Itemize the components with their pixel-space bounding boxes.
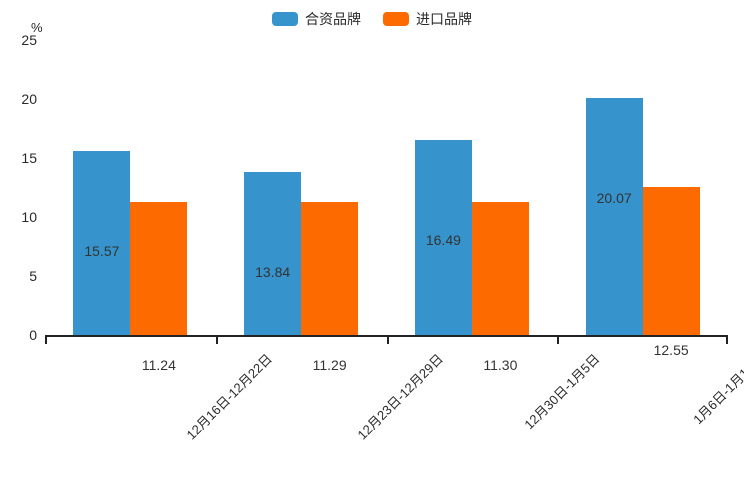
x-axis-category-label-1: 12月23日-12月29日	[354, 351, 447, 443]
y-axis-tick-label-2: 10	[21, 209, 37, 225]
bar-value-label-2-1: 11.30	[483, 356, 518, 373]
legend-label-0: 合资品牌	[305, 11, 361, 27]
bar-value-label-3-1: 12.55	[653, 341, 689, 358]
x-axis-category-label-2: 12月30日-1月5日	[521, 351, 603, 433]
bar-value-label-1-0: 13.84	[255, 263, 291, 280]
y-axis-tick-label-4: 20	[21, 91, 37, 107]
bar-0-0[interactable]	[73, 151, 131, 335]
bar-value-label-0-0: 15.57	[84, 243, 120, 260]
x-axis-tick-3	[557, 335, 560, 344]
legend-label-1: 进口品牌	[416, 11, 472, 27]
bar-3-1[interactable]	[642, 186, 700, 335]
y-axis-tick-label-3: 15	[21, 150, 37, 166]
bar-value-label-0-1: 11.24	[141, 357, 176, 374]
legend-item-1[interactable]: 进口品牌	[383, 12, 472, 26]
bar-3-0[interactable]	[585, 98, 643, 335]
bar-1-1[interactable]	[301, 201, 359, 335]
bar-0-1[interactable]	[130, 202, 188, 335]
x-axis-tick-0	[45, 335, 47, 344]
x-axis-tick-1	[215, 335, 218, 344]
bar-value-label-2-0: 16.49	[425, 232, 461, 249]
y-axis-tick-label-1: 5	[29, 268, 37, 284]
y-axis-tick-label-5: 25	[21, 32, 37, 48]
y-axis-unit-label: %	[31, 20, 43, 35]
chart-legend: 合资品牌 进口品牌	[0, 12, 744, 26]
bar-value-label-1-1: 11.29	[312, 356, 347, 373]
x-axis-tick-4	[726, 335, 728, 344]
x-axis-category-label-3: 1月6日-1月12日	[689, 351, 744, 428]
bar-2-1[interactable]	[471, 201, 529, 335]
legend-item-0[interactable]: 合资品牌	[272, 12, 361, 26]
x-axis-category-label-0: 12月16日-12月22日	[183, 351, 276, 443]
bar-value-label-3-0: 20.07	[596, 190, 632, 207]
legend-swatch-icon-1	[383, 12, 409, 26]
plot-area: 0 5 10 15 20 25 15.57 11.24 13.84 11.29 16.49 11.30…	[21, 32, 728, 373]
bar-2-0[interactable]	[414, 140, 472, 335]
bar-1-0[interactable]	[244, 171, 302, 335]
y-axis-tick-label-0: 0	[29, 327, 37, 343]
legend-swatch-icon-0	[272, 12, 298, 26]
x-axis-tick-2	[386, 335, 389, 344]
